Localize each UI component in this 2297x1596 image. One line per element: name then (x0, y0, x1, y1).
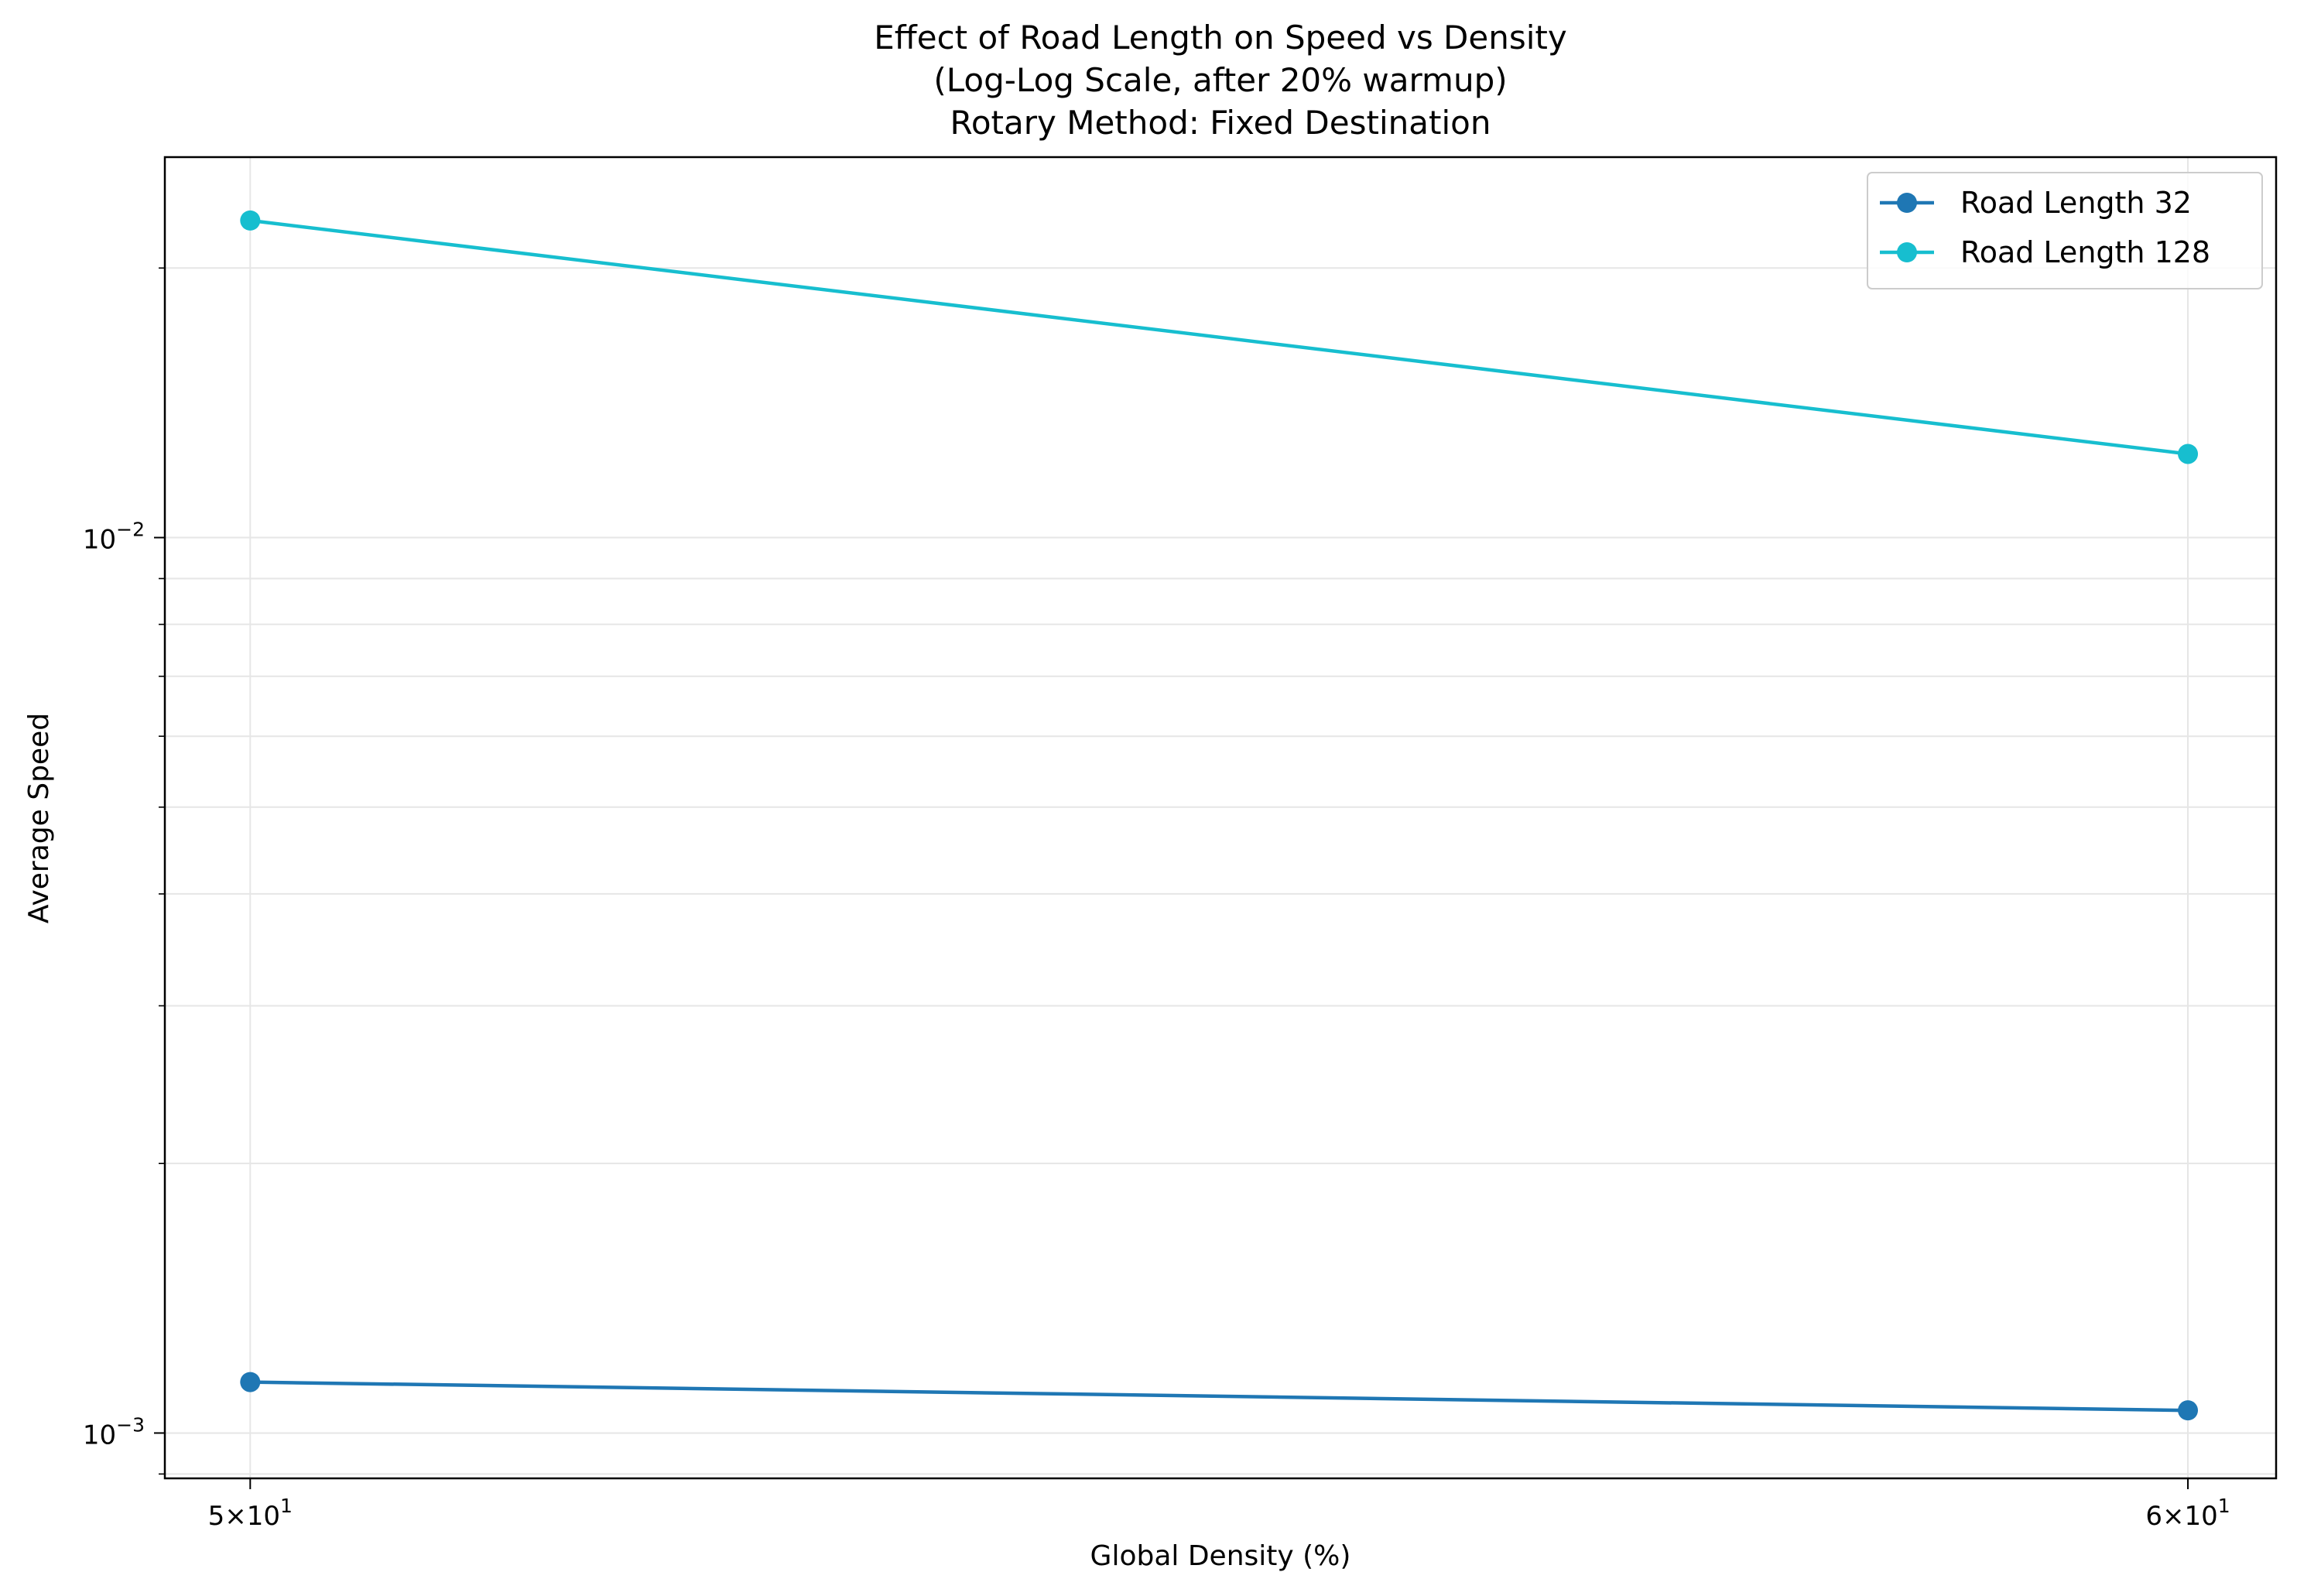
series-layer (240, 210, 2199, 1421)
data-point (240, 210, 261, 231)
y-tick-label: 10−2 (83, 519, 145, 556)
y-tick-label: 10−3 (83, 1413, 145, 1450)
x-axis-label: Global Density (%) (1090, 1540, 1351, 1572)
series-line-0 (250, 1380, 2189, 1413)
title-line-1: Effect of Road Length on Speed vs Densit… (874, 19, 1566, 57)
data-point (2178, 1400, 2199, 1421)
plot-frame (163, 156, 2278, 1480)
title-line-2: (Log-Log Scale, after 20% warmup) (933, 61, 1507, 99)
ticks: 5×101 6×101 10−2 10−3 (83, 267, 2230, 1532)
legend: Road Length 32 Road Length 128 (1867, 172, 2263, 289)
grid (165, 157, 2276, 1478)
legend-label: Road Length 128 (1960, 235, 2210, 269)
y-axis-label: Average Speed (23, 713, 55, 923)
legend-label: Road Length 32 (1960, 186, 2192, 220)
series-line-1 (250, 218, 2189, 456)
x-tick-label: 5×101 (208, 1495, 293, 1532)
data-point (240, 1372, 261, 1392)
chart-title: Effect of Road Length on Speed vs Densit… (874, 19, 1566, 142)
legend-swatch-marker (1897, 242, 1917, 262)
legend-swatch-marker (1897, 193, 1917, 213)
title-line-3: Rotary Method: Fixed Destination (950, 104, 1491, 142)
data-point (2178, 444, 2199, 464)
legend-box (1867, 172, 2263, 289)
x-tick-label: 6×101 (2145, 1495, 2230, 1532)
